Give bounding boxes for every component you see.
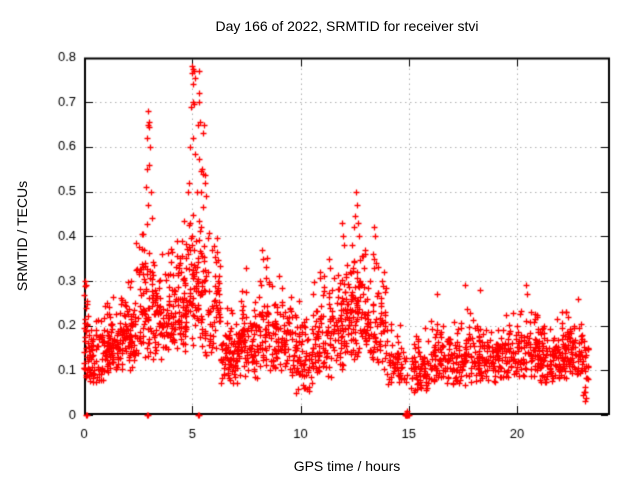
- y-axis-label: SRMTID / TECUs: [14, 180, 30, 292]
- chart-title: Day 166 of 2022, SRMTID for receiver stv…: [215, 18, 479, 34]
- x-axis-label: GPS time / hours: [293, 458, 401, 474]
